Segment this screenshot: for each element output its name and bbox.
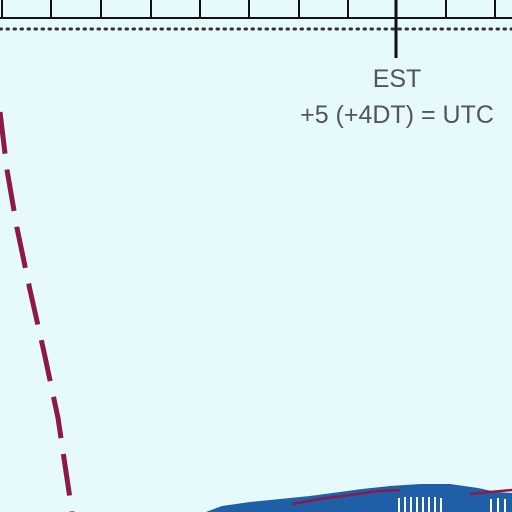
- scale-ticks: [2, 0, 495, 18]
- land-shape: [206, 484, 512, 512]
- landmass: [206, 484, 512, 512]
- timezone-boundary-line: [0, 112, 72, 512]
- time-scale: [0, 0, 512, 58]
- zone-name-label: EST: [262, 64, 512, 94]
- utc-offset-label: +5 (+4DT) = UTC: [262, 100, 512, 130]
